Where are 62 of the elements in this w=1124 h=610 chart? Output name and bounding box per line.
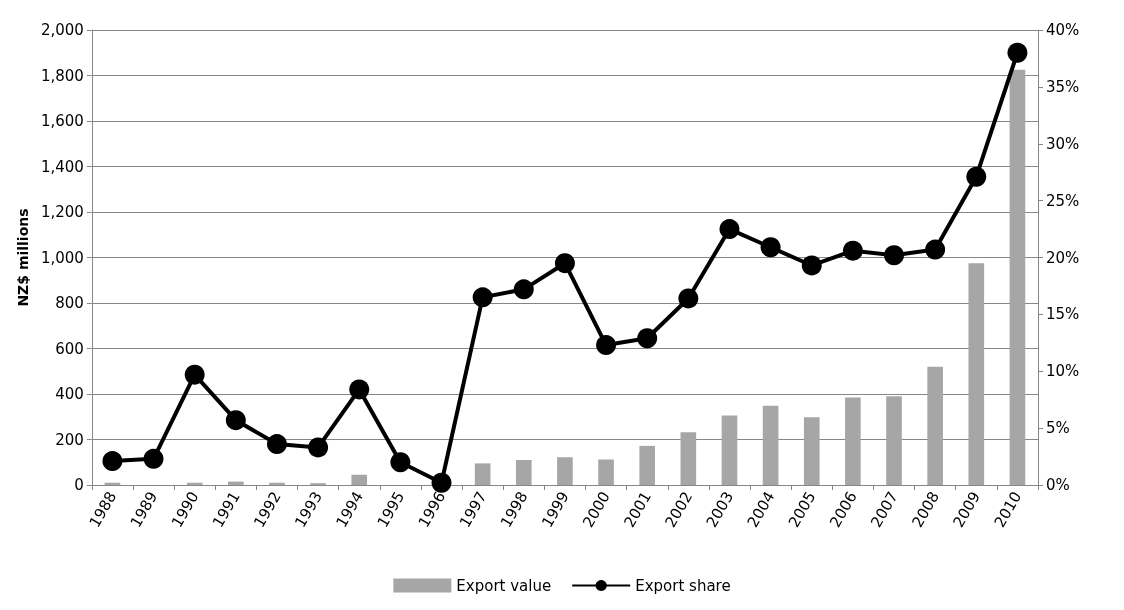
point <box>801 255 822 276</box>
point <box>102 451 123 472</box>
bar <box>803 417 820 485</box>
bar <box>845 397 861 485</box>
point <box>390 452 411 473</box>
y-tick-label: 2,000 <box>40 21 84 39</box>
y-tick-label: 1,600 <box>40 112 84 130</box>
point <box>842 240 863 261</box>
point <box>472 287 493 308</box>
y2-tick-label: 35% <box>1046 77 1080 96</box>
bar <box>474 463 491 485</box>
point <box>308 437 329 458</box>
point <box>225 410 246 431</box>
y-tick-label: 1,200 <box>40 203 84 221</box>
y2-tick-label: 10% <box>1046 362 1080 381</box>
y2-tick-label: 15% <box>1046 305 1080 324</box>
y2-tick-label: 25% <box>1046 191 1080 210</box>
bar <box>351 474 368 485</box>
y-tick-label: 1,800 <box>40 66 84 85</box>
y-tick-label: 1,000 <box>40 248 84 267</box>
y-tick-label: 400 <box>55 385 84 403</box>
bar <box>228 481 244 485</box>
bar <box>598 459 614 485</box>
point <box>513 279 534 300</box>
point <box>266 434 287 455</box>
point <box>1007 42 1028 63</box>
y2-tick-label: 0% <box>1046 476 1070 494</box>
y2-tick-label: 30% <box>1046 134 1080 153</box>
bar <box>557 457 573 485</box>
legend-label: Export share <box>635 576 731 595</box>
point <box>884 245 905 266</box>
point <box>349 379 370 400</box>
point <box>760 237 781 258</box>
bar <box>968 263 985 485</box>
point <box>966 166 987 187</box>
point <box>678 288 699 309</box>
y-tick-label: 200 <box>55 430 84 449</box>
y-tick-label: 600 <box>55 339 84 358</box>
y-axis-title: NZ$ millions <box>15 208 31 307</box>
y2-tick-label: 5% <box>1046 419 1070 438</box>
bar <box>927 366 943 485</box>
point <box>431 472 452 493</box>
y2-tick-label: 40% <box>1046 21 1080 39</box>
y2-tick-label: 20% <box>1046 248 1080 267</box>
y-tick-label: 0 <box>74 476 84 494</box>
bar <box>762 405 779 485</box>
legend-label: Export value <box>456 576 552 595</box>
y-tick-label: 800 <box>55 294 84 312</box>
bar <box>886 396 902 485</box>
point <box>719 219 740 240</box>
point <box>184 364 205 385</box>
point <box>143 448 164 469</box>
point <box>596 335 617 356</box>
bar <box>680 432 697 485</box>
bar <box>1009 69 1026 485</box>
bar <box>515 459 532 485</box>
point <box>637 328 658 349</box>
bar <box>721 415 738 485</box>
point <box>925 239 946 260</box>
point <box>554 253 575 274</box>
y-tick-label: 1,400 <box>40 157 84 176</box>
bar <box>639 445 656 485</box>
